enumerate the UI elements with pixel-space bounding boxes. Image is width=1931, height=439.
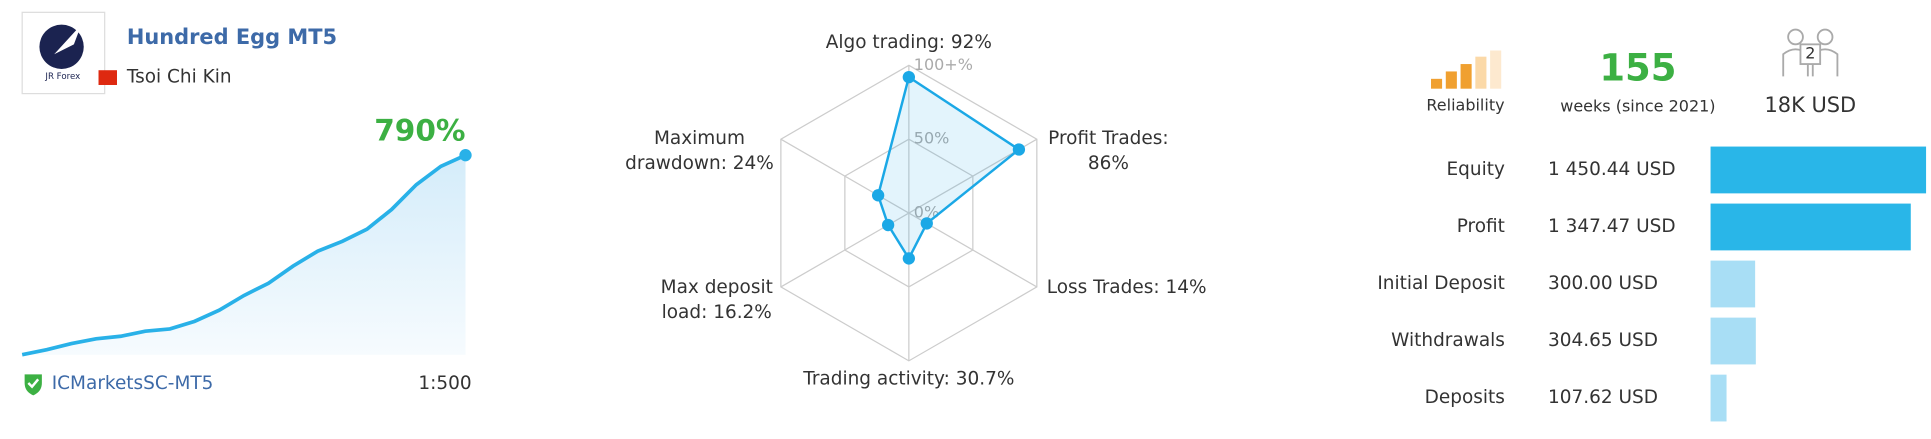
balance-name: Withdrawals — [1391, 330, 1505, 351]
balance-value: 107.62 USD — [1548, 387, 1658, 408]
radar-point — [881, 218, 895, 232]
radar-spoke — [780, 138, 910, 214]
radar-label: Algo trading: 92% — [826, 32, 992, 53]
balance-name: Deposits — [1425, 387, 1505, 408]
signal-title[interactable]: Hundred Egg MT5 — [127, 25, 337, 49]
radar-label-line: Profit Trades: — [1048, 128, 1168, 149]
growth-area — [22, 155, 466, 355]
radar-label-line: Trading activity: — [802, 368, 950, 389]
leverage: 1:500 — [418, 373, 471, 394]
funds: 18K USD — [1764, 93, 1856, 117]
reliability-label: Reliability — [1426, 95, 1504, 114]
radar-value: 86% — [1088, 153, 1129, 174]
server[interactable]: ICMarketsSC-MT5 — [52, 373, 214, 394]
weeks: 155 — [1599, 47, 1676, 90]
balance-bar — [1710, 374, 1727, 422]
balance-value: 304.65 USD — [1548, 330, 1658, 351]
radar-point — [902, 252, 916, 265]
growth-label: 790% — [374, 113, 465, 147]
radar-label-line: Max deposit — [661, 277, 773, 298]
radar-label: Maximum drawdown: 24% — [625, 128, 774, 174]
radar-label-line: load: — [662, 302, 708, 323]
balance-bar — [1710, 260, 1756, 308]
radar-label: Loss Trades: 14% — [1047, 277, 1207, 298]
radar-value: 14% — [1165, 277, 1206, 298]
radar-label: Max deposit load: 16.2% — [661, 277, 773, 323]
balance-value: 1 347.47 USD — [1548, 216, 1676, 237]
radar-tick-label: 100+% — [914, 55, 973, 74]
growth-end — [459, 149, 472, 162]
balance-bar — [1710, 203, 1911, 251]
balance-value: 1 450.44 USD — [1548, 159, 1676, 180]
radar-label-line: drawdown: — [625, 153, 727, 174]
radar-tick-label: 0% — [914, 203, 939, 222]
flag — [98, 70, 117, 85]
radar-label-line: Maximum — [654, 128, 745, 149]
subscribers: 2 — [1805, 44, 1815, 63]
balance-bar — [1710, 317, 1756, 365]
logo-text: JR Forex — [44, 72, 80, 82]
weeks-label: weeks (since 2021) — [1560, 97, 1715, 116]
radar-point — [871, 189, 885, 202]
radar-point — [902, 70, 916, 84]
radar-tick-label: 50% — [914, 129, 950, 148]
radar-point — [920, 217, 933, 230]
radar-value: 16.2% — [713, 302, 772, 323]
balance-value: 300.00 USD — [1548, 273, 1658, 294]
subscribers-icon — [1782, 28, 1839, 77]
radar-value: 24% — [733, 153, 774, 174]
balance-name: Initial Deposit — [1377, 273, 1505, 294]
radar-value: 92% — [951, 32, 992, 53]
balance-name: Profit — [1457, 216, 1505, 237]
radar-value: 30.7% — [956, 368, 1015, 389]
radar-point — [1012, 143, 1026, 156]
radar-label: Profit Trades: 86% — [1048, 128, 1168, 174]
balance-bar — [1710, 146, 1927, 194]
radar-label-line: Algo trading: — [826, 32, 945, 53]
radar-area — [876, 75, 1022, 261]
author[interactable]: Tsoi Chi Kin — [126, 67, 232, 88]
growth-line — [21, 153, 467, 357]
logo: JR Forex — [21, 11, 106, 95]
reliability-icon — [1431, 50, 1502, 89]
radar-label: Trading activity: 30.7% — [802, 368, 1014, 389]
balance-name: Equity — [1446, 159, 1504, 180]
radar-label-line: Loss Trades: — [1047, 277, 1160, 298]
